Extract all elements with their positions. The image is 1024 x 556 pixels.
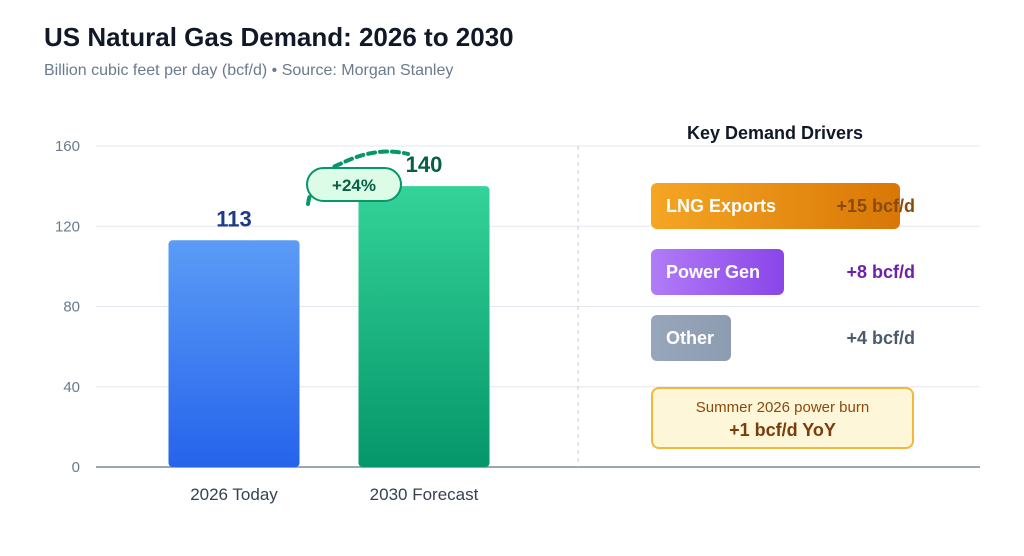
drivers-title: Key Demand Drivers xyxy=(686,123,864,143)
y-tick-label: 0 xyxy=(72,459,80,476)
note-value: +1 bcf/d YoY xyxy=(729,420,836,440)
power-burn-note: Summer 2026 power burn +1 bcf/d YoY xyxy=(651,387,914,449)
driver-value-power-gen: +8 bcf/d xyxy=(846,262,915,282)
x-tick-label: 2026 Today xyxy=(190,485,278,504)
bar-2030-forecast xyxy=(358,186,490,467)
growth-label: +24% xyxy=(332,176,376,195)
bar-value-label: 140 xyxy=(406,152,443,177)
growth-pill xyxy=(306,167,402,202)
driver-label: LNG Exports xyxy=(666,195,777,216)
y-tick-label: 160 xyxy=(55,138,80,155)
driver-value-other: +4 bcf/d xyxy=(846,328,915,348)
driver-bar-power-gen: Power Gen xyxy=(651,249,784,295)
bar-2026-today xyxy=(168,240,300,467)
bar-value-label: 113 xyxy=(216,206,252,231)
driver-bar-other: Other xyxy=(651,315,731,361)
driver-label: Other xyxy=(666,327,715,348)
driver-value-lng-exports: +15 bcf/d xyxy=(836,196,915,216)
y-tick-label: 40 xyxy=(63,379,80,396)
note-caption: Summer 2026 power burn xyxy=(695,399,870,416)
chart-title: US Natural Gas Demand: 2026 to 2030 xyxy=(44,22,514,52)
y-tick-label: 80 xyxy=(63,299,80,316)
x-tick-label: 2030 Forecast xyxy=(370,485,479,504)
driver-bar-lng-exports: LNG Exports xyxy=(651,183,900,229)
driver-label: Power Gen xyxy=(666,261,761,282)
y-tick-label: 120 xyxy=(55,218,80,235)
chart-subtitle: Billion cubic feet per day (bcf/d) • Sou… xyxy=(44,62,454,79)
